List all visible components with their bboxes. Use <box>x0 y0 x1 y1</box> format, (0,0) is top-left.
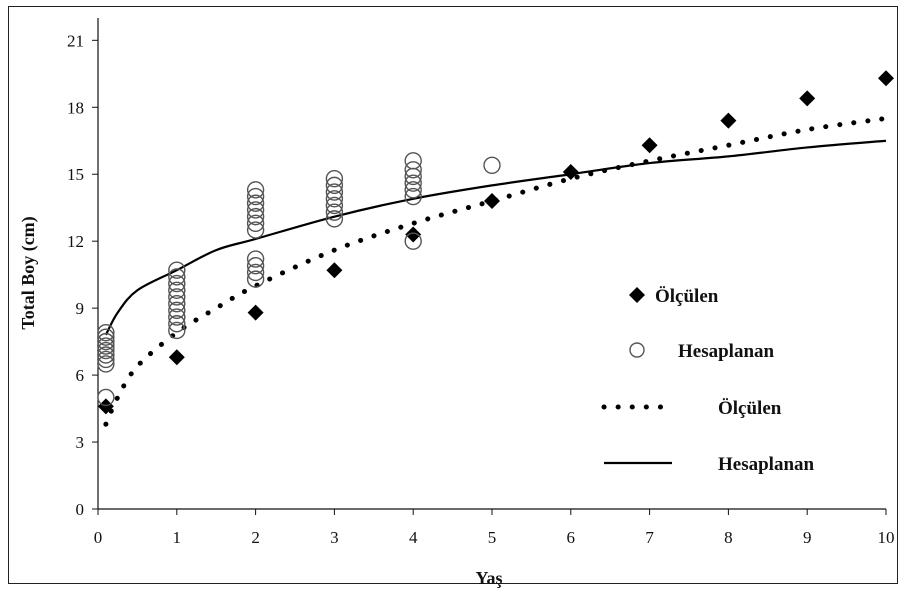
hesaplanan-point <box>97 388 115 407</box>
olculen-point <box>878 70 894 87</box>
hesaplanan-point <box>325 196 344 215</box>
hesaplanan-point <box>325 169 344 188</box>
hesaplanan-point <box>404 232 422 250</box>
hesaplanan-point <box>325 190 344 208</box>
hesaplanan-point <box>404 187 422 206</box>
olculen-point <box>247 304 264 321</box>
fitted-curves <box>103 115 889 427</box>
hesaplanan-point <box>325 203 344 221</box>
hesaplanan-point <box>246 214 265 233</box>
hesaplanan-point <box>246 270 265 288</box>
legend-label: Ölçülen <box>718 398 782 419</box>
hesaplanan-point <box>97 341 115 360</box>
data-points <box>97 70 894 415</box>
x-tick-label: 3 <box>330 528 339 547</box>
legend-label: Hesaplanan <box>678 341 775 362</box>
hesaplanan-point <box>404 174 422 192</box>
legend-label: Ölçülen <box>655 286 719 307</box>
hesaplanan-point <box>97 346 115 364</box>
y-tick-label: 6 <box>76 366 85 385</box>
hesaplanan-point <box>404 181 422 199</box>
hesaplanan-point <box>483 156 501 175</box>
hesaplanan-point <box>246 250 265 268</box>
x-tick-label: 0 <box>94 528 103 547</box>
olculen-point <box>326 262 343 279</box>
x-tick-label: 4 <box>409 528 418 547</box>
hesaplanan-point <box>246 201 265 219</box>
hesaplanan-point <box>246 194 265 212</box>
y-tick-label: 3 <box>76 433 85 452</box>
hesaplanan-point <box>97 337 115 355</box>
hesaplanan-fit-curve <box>104 139 887 336</box>
hesaplanan-point <box>97 332 115 351</box>
y-tick-label: 0 <box>76 500 85 519</box>
hesaplanan-point <box>246 207 265 226</box>
hesaplanan-point <box>168 294 186 313</box>
hesaplanan-point <box>246 187 265 206</box>
legend: Ölçülen Hesaplanan Ölçülen Hesaplanan <box>601 286 815 475</box>
hesaplanan-point <box>168 288 186 306</box>
hesaplanan-point <box>404 161 422 179</box>
hesaplanan-point <box>168 321 186 340</box>
olculen-point <box>799 90 816 107</box>
legend-circle-marker <box>629 342 645 358</box>
y-tick-label: 21 <box>67 31 84 50</box>
olculen-point <box>641 137 658 154</box>
olculen-point <box>405 226 422 243</box>
hesaplanan-point <box>97 350 115 369</box>
y-tick-label: 12 <box>67 232 84 251</box>
hesaplanan-point <box>246 257 265 275</box>
olculen-point <box>97 398 114 415</box>
hesaplanan-point <box>246 181 265 199</box>
olculen-fit-curve <box>103 115 889 427</box>
hesaplanan-point <box>97 355 115 373</box>
hesaplanan-point <box>97 328 115 346</box>
legend-label: Hesaplanan <box>718 454 815 475</box>
x-tick-label: 9 <box>803 528 812 547</box>
hesaplanan-point <box>168 308 186 326</box>
x-tick-label: 1 <box>173 528 182 547</box>
x-tick-label: 6 <box>567 528 576 547</box>
y-tick-label: 9 <box>76 299 85 318</box>
hesaplanan-point <box>168 274 186 293</box>
olculen-point <box>720 112 737 129</box>
x-tick-label: 5 <box>488 528 497 547</box>
hesaplanan-point <box>168 301 186 320</box>
olculen-point <box>562 163 579 180</box>
hesaplanan-point <box>325 183 344 201</box>
chart-frame <box>8 6 898 584</box>
x-tick-label: 2 <box>251 528 260 547</box>
hesaplanan-point <box>168 281 186 299</box>
hesaplanan-point <box>168 315 186 333</box>
y-axis-title: Total Boy (cm) <box>18 216 39 329</box>
x-tick-label: 7 <box>645 528 654 547</box>
x-tick-label: 8 <box>724 528 733 547</box>
hesaplanan-point <box>246 221 265 239</box>
hesaplanan-point <box>168 268 186 286</box>
hesaplanan-point <box>325 210 344 228</box>
x-axis-title: Yaş <box>475 568 502 588</box>
olculen-point <box>168 349 185 366</box>
hesaplanan-point <box>404 152 422 170</box>
legend-diamond-marker <box>629 287 645 303</box>
y-tick-label: 15 <box>67 165 84 184</box>
hesaplanan-point <box>168 261 186 279</box>
y-tick-label: 18 <box>67 98 84 117</box>
hesaplanan-point <box>97 323 115 342</box>
olculen-point <box>484 193 500 210</box>
hesaplanan-point <box>246 263 265 282</box>
hesaplanan-point <box>325 176 344 195</box>
x-tick-label: 10 <box>878 528 895 547</box>
